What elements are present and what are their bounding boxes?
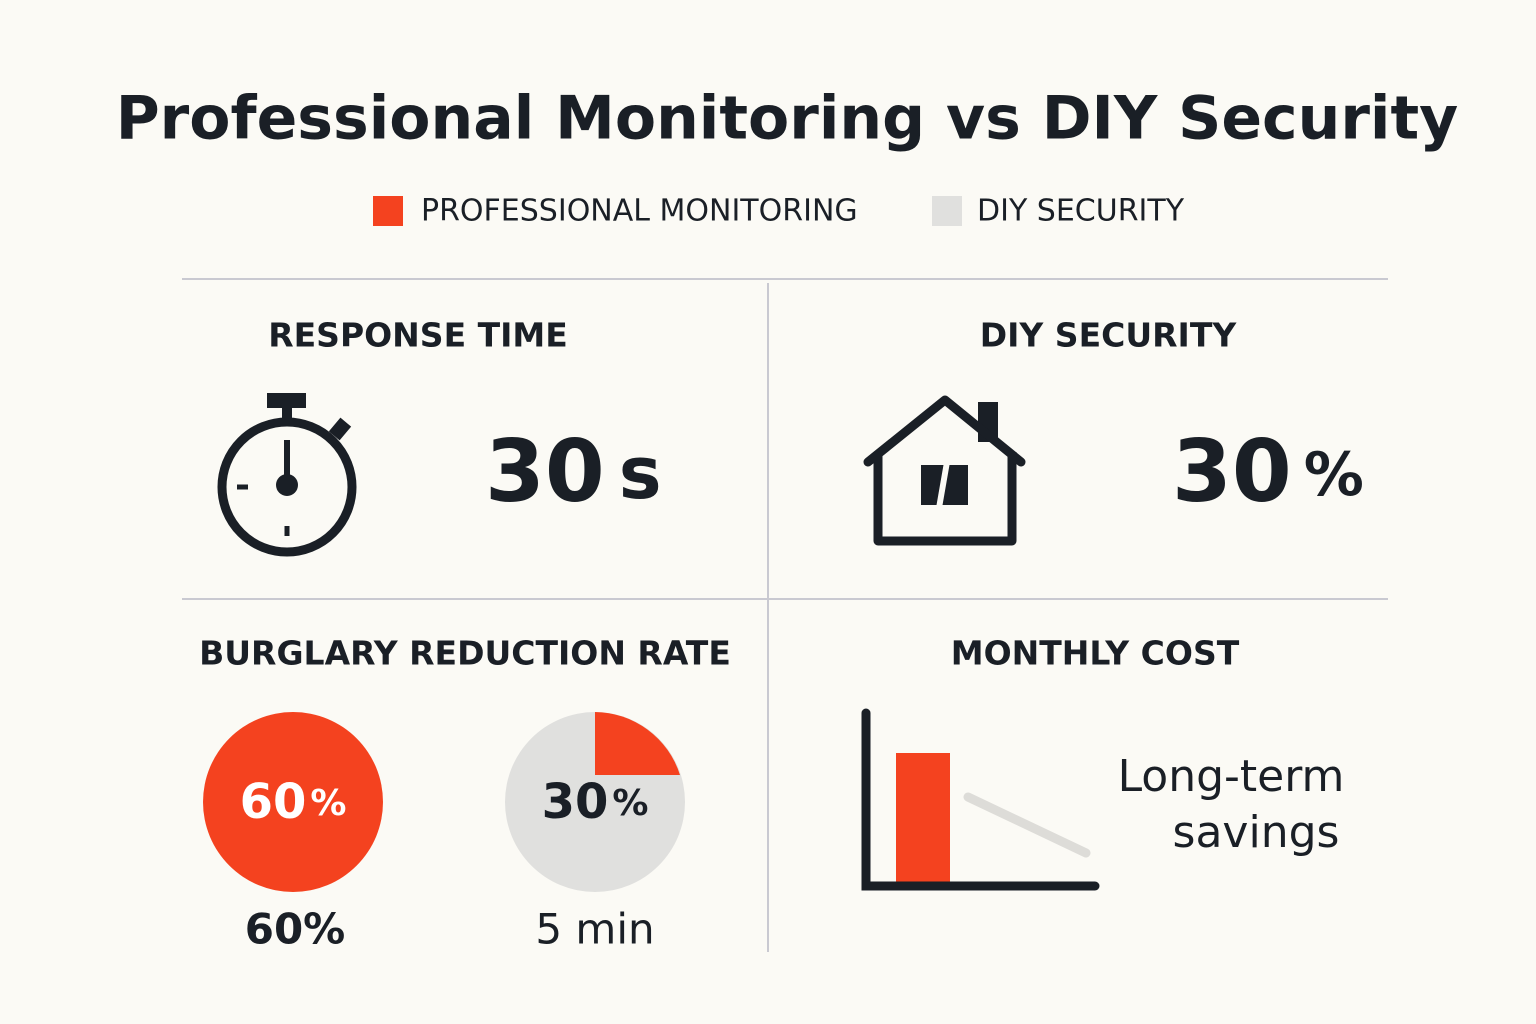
pie-label: 60% xyxy=(240,774,347,830)
stat-number: 30 xyxy=(485,422,605,522)
stat-unit: s xyxy=(619,431,662,515)
pie-unit: % xyxy=(612,783,648,824)
stat-value: 30s xyxy=(485,422,662,522)
stat-unit: % xyxy=(1304,440,1364,510)
pie-number: 30 xyxy=(542,774,609,830)
panel-title: BURGLARY REDUCTION RATE xyxy=(199,634,731,673)
panel-title: DIY SECURITY xyxy=(980,316,1238,355)
legend-swatch xyxy=(373,196,403,226)
legend-label: DIY SECURITY xyxy=(977,194,1185,229)
legend: PROFESSIONAL MONITORING DIY SECURITY xyxy=(373,194,1185,229)
title: Professional Monitoring vs DIY Security xyxy=(116,84,1459,154)
stat-number: 30 xyxy=(1172,422,1292,522)
panel-title: RESPONSE TIME xyxy=(268,316,568,355)
pie-caption: 60% xyxy=(245,905,346,954)
legend-label: PROFESSIONAL MONITORING xyxy=(421,194,858,229)
cost-note: Long-term xyxy=(1118,751,1345,802)
panel-title: MONTHLY COST xyxy=(951,634,1240,673)
pie-label: 30% xyxy=(542,774,649,830)
pie-number: 60 xyxy=(240,774,307,830)
cost-note: savings xyxy=(1173,807,1340,858)
pie-unit: % xyxy=(310,783,346,824)
infographic: Professional Monitoring vs DIY Security … xyxy=(0,0,1536,1024)
legend-swatch xyxy=(932,196,962,226)
pie-caption: 5 min xyxy=(535,905,654,954)
